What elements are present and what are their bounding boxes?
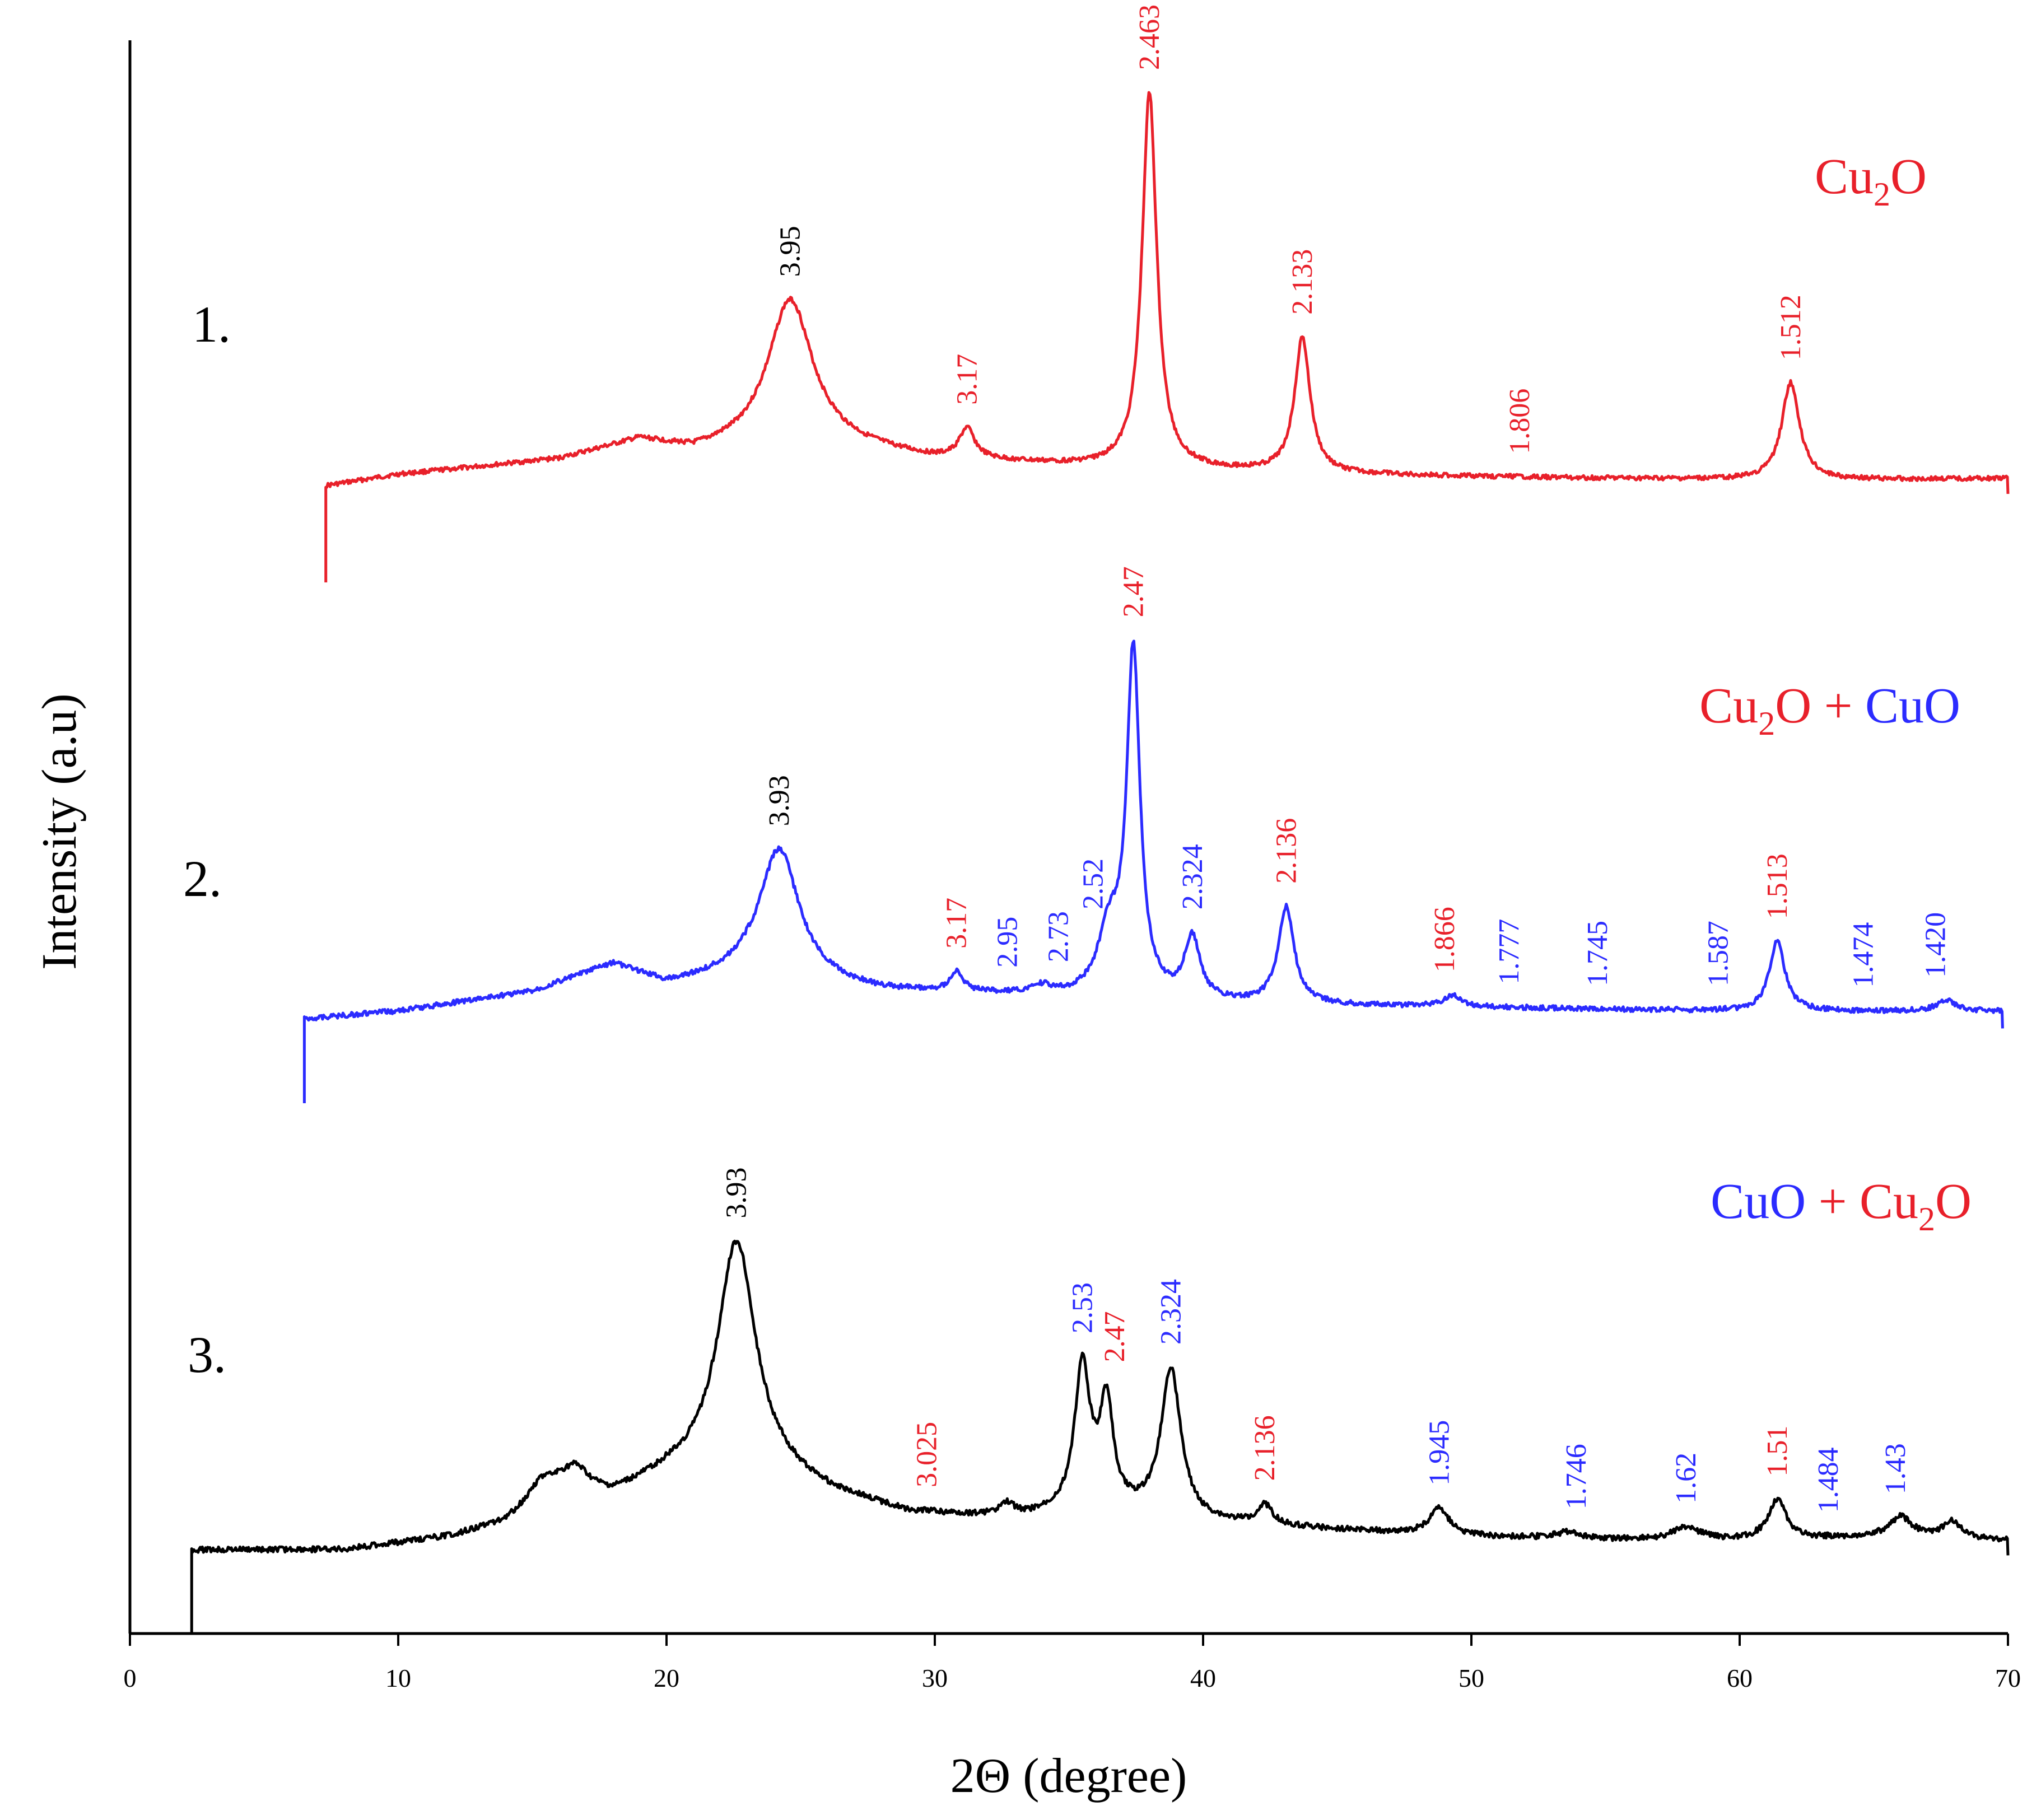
peak-label: 3.93 xyxy=(763,775,795,826)
series-line xyxy=(324,91,2010,582)
series-3: 3.93 3.025 2.532.47 2.324 2.136 1.945 1.746 1.6… xyxy=(188,1168,2010,1634)
series-line xyxy=(190,1239,2010,1634)
x-tick-label: 0 xyxy=(124,1664,137,1692)
peak-label: 3.17 xyxy=(952,354,984,405)
peak-label: 2.463 xyxy=(1134,4,1166,70)
peak-label: 2.324 xyxy=(1155,1279,1187,1345)
legend-subscript: 2 xyxy=(1874,176,1890,213)
peak-label: 1.51 xyxy=(1762,1426,1793,1477)
x-axis-ticks: 0 10 20 30 40 50 60 70 xyxy=(124,1634,2021,1692)
legend-part: CuO xyxy=(1865,678,1960,734)
legend-part-tail: O xyxy=(1935,1174,1972,1229)
x-tick-label: 30 xyxy=(922,1664,948,1692)
x-tick-label: 70 xyxy=(1995,1664,2021,1692)
legend-part: Cu xyxy=(1699,678,1758,734)
series-legend: Cu2O xyxy=(1815,149,1927,213)
peak-label: 1.746 xyxy=(1560,1444,1592,1509)
peak-label: 2.324 xyxy=(1177,844,1209,909)
peak-label: 3.95 xyxy=(774,226,806,277)
peak-label: 1.806 xyxy=(1504,389,1536,454)
legend-part: + xyxy=(1811,678,1865,734)
peak-label: 2.73 xyxy=(1042,911,1074,962)
y-axis-title: Intensity (a.u) xyxy=(32,693,87,970)
peak-label: 2.52 xyxy=(1078,858,1110,909)
series-number: 3. xyxy=(188,1326,226,1383)
x-axis-title: 2Θ (degree) xyxy=(950,1749,1187,1803)
peak-label: 1.945 xyxy=(1424,1420,1456,1486)
peak-label: 3.17 xyxy=(940,898,972,949)
series-number: 1. xyxy=(192,296,231,353)
series-1: 3.95 3.17 2.463 2.133 1.806 1.512 1. Cu2O xyxy=(192,4,2010,582)
peak-label: 3.93 xyxy=(721,1168,753,1219)
peak-label: 2.47 xyxy=(1099,1311,1131,1362)
series-line xyxy=(302,640,2004,1103)
legend-part-tail: O xyxy=(1890,149,1927,204)
series-number: 2. xyxy=(183,850,222,907)
peak-label: 1.513 xyxy=(1762,853,1793,919)
peak-label: 1.62 xyxy=(1670,1453,1702,1504)
legend-subscript: 2 xyxy=(1758,705,1775,742)
series-legend: CuO + Cu2O xyxy=(1711,1174,1972,1238)
legend-part-tail: O xyxy=(1775,678,1811,734)
series-layer: 3.953.172.4632.1331.8061.5121.Cu2O3.933.… xyxy=(183,4,2010,1634)
legend-part: + xyxy=(1806,1174,1860,1229)
peak-label: 1.512 xyxy=(1775,295,1807,360)
peak-label: 1.587 xyxy=(1703,921,1735,986)
x-tick-label: 50 xyxy=(1458,1664,1484,1692)
legend-part: Cu xyxy=(1815,149,1874,204)
peak-label: 3.025 xyxy=(911,1422,943,1487)
peak-label: 1.484 xyxy=(1812,1447,1844,1513)
peak-label: 2.136 xyxy=(1271,818,1303,884)
peak-label: 2.133 xyxy=(1287,249,1318,315)
peak-label: 2.53 xyxy=(1066,1282,1098,1333)
peak-label: 1.420 xyxy=(1920,912,1952,978)
x-tick-label: 40 xyxy=(1190,1664,1216,1692)
legend-subscript: 2 xyxy=(1918,1201,1935,1238)
peak-label: 1.866 xyxy=(1429,907,1461,972)
legend-part: Cu xyxy=(1860,1174,1918,1229)
peak-label: 1.43 xyxy=(1880,1443,1912,1494)
peak-label: 2.95 xyxy=(991,917,1023,968)
peak-label: 1.474 xyxy=(1847,922,1879,988)
series-2: 3.93 3.17 2.95 2.732.52 2.47 2.324 2.136 1.866 1… xyxy=(183,566,2004,1103)
series-legend: Cu2O + CuO xyxy=(1699,678,1960,742)
legend-part: CuO xyxy=(1711,1174,1806,1229)
peak-label: 2.136 xyxy=(1249,1415,1281,1481)
x-tick-label: 60 xyxy=(1727,1664,1753,1692)
peak-label: 2.47 xyxy=(1118,566,1150,617)
x-tick-label: 10 xyxy=(385,1664,411,1692)
peak-label: 1.745 xyxy=(1582,921,1614,986)
x-tick-label: 20 xyxy=(654,1664,679,1692)
peak-label: 1.777 xyxy=(1493,919,1525,984)
